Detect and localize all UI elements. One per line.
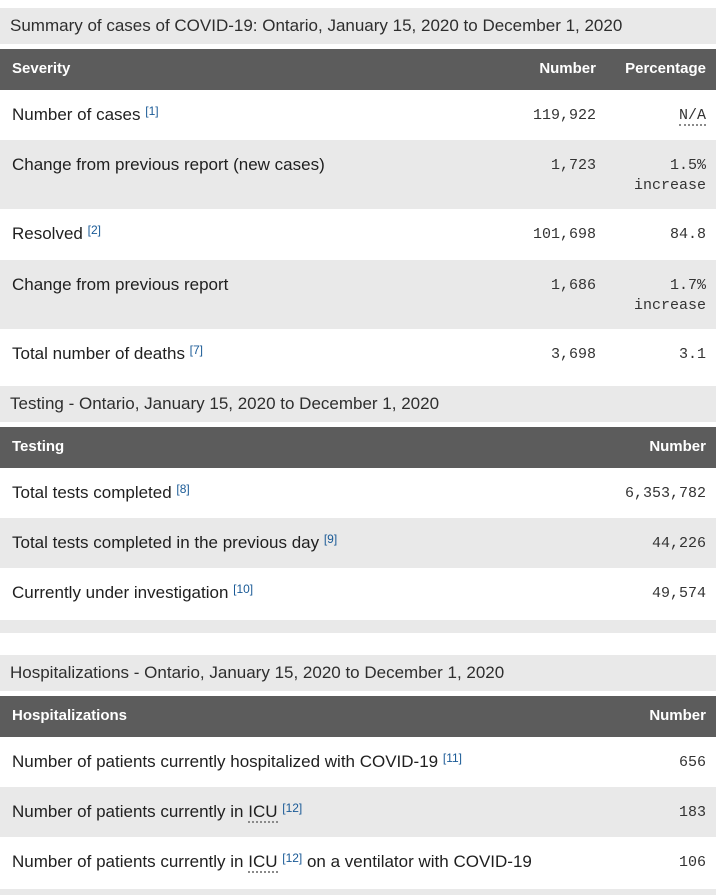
footnote-link[interactable]: [8] (176, 481, 190, 496)
row-number-cell: 119,922 (532, 106, 596, 124)
page-bottom-strip (0, 889, 716, 895)
row-number-cell: 44,226 (651, 535, 706, 553)
section-heading: Hospitalizations - Ontario, January 15, … (0, 655, 716, 692)
data-table: Testing Number Total tests completed [8]… (0, 427, 716, 618)
footnote-link[interactable]: [9] (323, 532, 338, 547)
row-number-cell: 656 (678, 754, 706, 772)
row-label-cell: Resolved [2] (12, 223, 101, 244)
table-row: Total tests completed [8] 6,353,782 (0, 468, 716, 518)
row-number-cell: 183 (678, 804, 706, 822)
row-number-cell: 49,574 (651, 585, 706, 603)
section-heading: Summary of cases of COVID-19: Ontario, J… (0, 8, 716, 45)
table-header-row: Testing Number (0, 427, 716, 468)
column-header-label: Testing (0, 427, 586, 468)
row-number-cell: 106 (678, 854, 706, 872)
section-heading: Testing - Ontario, January 15, 2020 to D… (0, 386, 716, 423)
table-row: Total number of deaths [7] 3,698 3.1 (0, 329, 716, 379)
table-row: Total tests completed in the previous da… (0, 518, 716, 569)
row-number-cell: 1,686 (550, 276, 596, 294)
report-section: Summary of cases of COVID-19: Ontario, J… (0, 8, 716, 379)
column-header-number: Number (586, 696, 716, 738)
row-label-cell: Number of patients currently in ICU [12] (12, 801, 303, 824)
table-row: Change from previous report 1,686 1.7% inc… (0, 259, 716, 330)
data-table: Hospitalizations Number Number of patien… (0, 696, 716, 887)
table-row: Number of patients currently in ICU [12]… (0, 837, 716, 887)
report-section: Hospitalizations - Ontario, January 15, … (0, 655, 716, 887)
table-row: Resolved [2] 101,698 84.8 (0, 209, 716, 259)
row-number-cell: 6,353,782 (624, 484, 706, 502)
table-header-row: Hospitalizations Number (0, 696, 716, 738)
row-label-cell: Change from previous report (new cases) (12, 154, 325, 174)
row-label-cell: Total tests completed in the previous da… (12, 532, 338, 553)
row-percentage-cell: 3.1 (678, 346, 706, 364)
data-table: Severity Number Percentage Number of cas… (0, 49, 716, 379)
column-header-percentage: Percentage (604, 49, 716, 90)
row-label-cell: Number of cases [1] (12, 103, 159, 124)
table-row: Change from previous report (new cases) 1… (0, 139, 716, 210)
footnote-link[interactable]: [7] (189, 343, 204, 358)
row-label-cell: Number of patients currently in ICU [12]… (12, 851, 532, 874)
footnote-link[interactable]: [11] (442, 751, 462, 766)
row-number-cell: 1,723 (550, 156, 596, 174)
footnote-link[interactable]: [10] (233, 582, 254, 597)
row-label-cell: Total tests completed [8] (12, 481, 190, 502)
column-header-number: Number (494, 49, 604, 90)
row-percentage-cell: 1.5% increase (633, 156, 706, 195)
abbreviation: ICU (248, 802, 278, 824)
row-number-cell: 3,698 (550, 346, 596, 364)
report-section: Testing - Ontario, January 15, 2020 to D… (0, 386, 716, 618)
footnote-link[interactable]: [12] (282, 801, 303, 816)
report: Summary of cases of COVID-19: Ontario, J… (0, 8, 716, 895)
footnote-link[interactable]: [1] (145, 103, 159, 118)
table-row: Currently under investigation [10] 49,574 (0, 568, 716, 618)
table-row: Number of patients currently in ICU [12]… (0, 787, 716, 838)
row-label-cell: Change from previous report (12, 274, 229, 294)
column-header-label: Severity (0, 49, 494, 90)
row-percentage-cell: 1.7% increase (633, 276, 706, 314)
table-row: Number of patients currently hospitalize… (0, 737, 716, 787)
table-header-row: Severity Number Percentage (0, 49, 716, 90)
row-label-cell: Number of patients currently hospitalize… (12, 751, 462, 772)
row-percentage-cell: N/A (604, 90, 716, 140)
column-header-number: Number (586, 427, 716, 468)
row-label-cell: Currently under investigation [10] (12, 582, 254, 603)
footnote-link[interactable]: [2] (87, 223, 101, 238)
abbreviation: ICU (248, 852, 278, 874)
row-percentage-cell: 84.8 (669, 226, 706, 244)
column-header-label: Hospitalizations (0, 696, 586, 738)
row-label-cell: Total number of deaths [7] (12, 343, 204, 364)
table-row: Number of cases [1] 119,922 N/A (0, 90, 716, 140)
row-number-cell: 101,698 (532, 226, 596, 244)
abbreviation: N/A (678, 106, 706, 126)
partial-row-strip (0, 620, 716, 634)
footnote-link[interactable]: [12] (282, 851, 303, 866)
